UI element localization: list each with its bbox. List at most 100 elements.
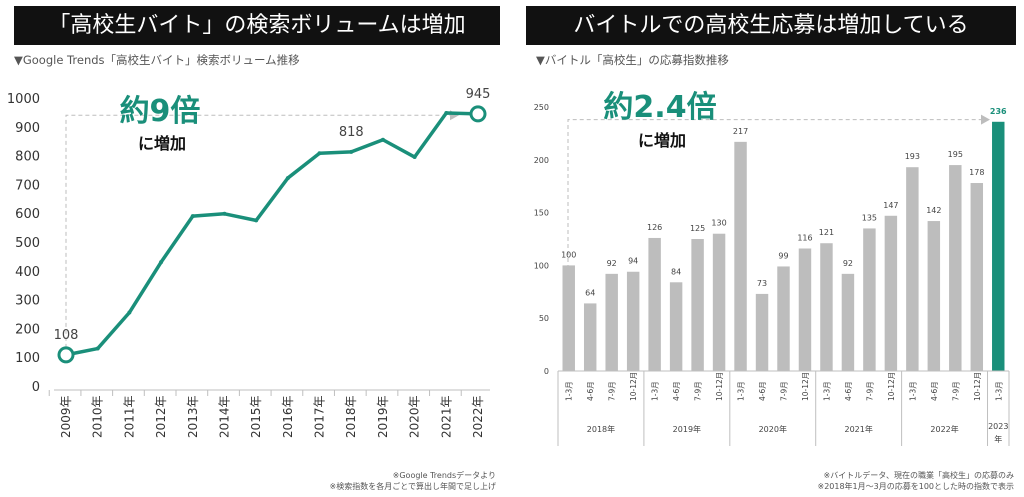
data-point xyxy=(190,214,195,219)
right-title: バイトルでの高校生応募は増加している xyxy=(526,6,1016,45)
bar-value-label: 193 xyxy=(905,152,920,161)
bar xyxy=(691,239,704,371)
y-tick-label: 300 xyxy=(15,294,40,309)
bar xyxy=(798,248,812,371)
growth-callout: 約9倍 xyxy=(120,94,201,129)
left-note-2: ※検索指数を各月ごとで算出し年間で足し上げ xyxy=(329,482,496,491)
bar-value-label: 99 xyxy=(778,251,788,260)
bar-value-label: 73 xyxy=(757,279,767,288)
x-tick-label: 1-3月 xyxy=(737,381,746,401)
data-point xyxy=(127,310,132,315)
y-tick-label: 900 xyxy=(15,121,40,136)
x-tick-label: 2012年 xyxy=(154,395,168,438)
reference-dashed-line xyxy=(65,114,450,355)
bar-value-label: 142 xyxy=(926,206,941,215)
x-tick-label: 2011年 xyxy=(122,395,136,438)
reference-dashed-line xyxy=(567,119,981,276)
bar xyxy=(970,183,984,371)
bar-value-label: 135 xyxy=(862,213,877,222)
group-label: 2020年 xyxy=(759,424,787,434)
group-label: 2018年 xyxy=(587,424,615,434)
bar-value-label: 121 xyxy=(819,228,834,237)
application-index-bar-chart: 0 50 100 150 200 250 100 1-3月 64 4-6月 92 7-9月 94 10-1… xyxy=(534,90,1010,446)
bar xyxy=(841,273,855,371)
y-tick-label: 100 xyxy=(15,351,40,366)
data-point xyxy=(159,260,164,265)
bar-value-label: 92 xyxy=(607,259,617,268)
right-note-2: ※2018年1月～3月の応募を100とした時の指数で表示 xyxy=(817,482,1014,491)
group-label: 2022年 xyxy=(930,424,958,434)
x-tick-label: 7-9月 xyxy=(608,381,617,401)
x-tick-label: 2022年 xyxy=(471,395,485,438)
x-tick-label: 2015年 xyxy=(249,395,263,438)
x-tick-label: 2009年 xyxy=(59,395,73,438)
right-panel: バイトルでの高校生応募は増加している ▼バイトル「高校生」の応募指数推移 0 50… xyxy=(512,0,1024,497)
x-tick-label: 7-9月 xyxy=(951,381,960,401)
bar xyxy=(949,165,962,371)
x-tick-label: 7-9月 xyxy=(694,381,703,401)
bar xyxy=(906,167,919,371)
bar xyxy=(755,293,769,371)
data-point xyxy=(95,346,100,351)
left-panel: 「高校生バイト」の検索ボリュームは増加 ▼Google Trends「高校生バイ… xyxy=(7,6,500,491)
y-tick-label: 500 xyxy=(15,236,40,251)
x-tick-label: 1-3月 xyxy=(565,381,574,401)
x-tick-label: 10-12月 xyxy=(801,372,810,401)
bar-value-label: 92 xyxy=(843,259,853,268)
data-point xyxy=(349,149,354,154)
bar xyxy=(669,282,683,371)
bar-value-label: 116 xyxy=(797,234,812,243)
bar-value-label: 147 xyxy=(883,201,898,210)
y-tick-label: 1000 xyxy=(7,92,40,107)
bar xyxy=(605,273,618,371)
x-tick-label: 4-6月 xyxy=(930,381,939,401)
y-tick-label: 50 xyxy=(539,314,549,323)
bar-value-label: 100 xyxy=(561,250,576,259)
x-tick-label: 2017年 xyxy=(313,395,327,438)
data-point xyxy=(317,151,322,156)
left-note-1: ※Google Trendsデータより xyxy=(392,471,496,480)
y-tick-label: 600 xyxy=(15,207,40,222)
x-tick-label: 2019年 xyxy=(376,395,390,438)
x-tick-label: 4-6月 xyxy=(672,381,681,401)
x-tick-label: 10-12月 xyxy=(973,372,982,401)
x-tick-label: 2018年 xyxy=(344,395,358,438)
x-tick-label: 4-6月 xyxy=(758,381,767,401)
x-tick-label: 10-12月 xyxy=(715,372,724,401)
y-tick-label: 150 xyxy=(534,209,549,218)
group-label: 2019年 xyxy=(673,424,701,434)
bar-value-label: 94 xyxy=(628,257,638,266)
x-tick-label: 2021年 xyxy=(439,395,453,438)
bar-value-label: 125 xyxy=(690,224,705,233)
data-label: 945 xyxy=(466,87,491,102)
bar xyxy=(734,141,747,371)
x-tick-label: 4-6月 xyxy=(586,381,595,401)
data-label: 818 xyxy=(339,125,364,140)
group-label: 2023 年 xyxy=(988,422,1008,444)
bar-value-label: 130 xyxy=(711,219,726,228)
bar-value-label: 236 xyxy=(990,107,1007,116)
bar xyxy=(884,215,898,371)
x-tick-label: 2014年 xyxy=(217,395,231,438)
group-label: 2021年 xyxy=(844,424,872,434)
bar xyxy=(820,243,833,371)
data-point xyxy=(254,218,259,223)
y-tick-label: 0 xyxy=(544,367,549,376)
bar-value-label: 126 xyxy=(647,223,662,232)
right-note-1: ※バイトルデータ、現在の職業「高校生」の応募のみ xyxy=(823,471,1014,480)
growth-callout-sub: に増加 xyxy=(638,131,686,150)
bar xyxy=(927,221,941,371)
bar xyxy=(648,237,661,371)
x-tick-label: 1-3月 xyxy=(994,381,1003,401)
x-tick-label: 2020年 xyxy=(408,395,422,438)
y-tick-label: 250 xyxy=(534,103,549,112)
search-volume-line-chart: 0 100 200 300 400 500 600 700 800 900 1000 2009年 201… xyxy=(7,87,491,438)
y-tick-label: 100 xyxy=(534,261,549,270)
bar-value-label: 84 xyxy=(671,267,681,276)
x-tick-label: 2013年 xyxy=(186,395,200,438)
x-tick-label: 2016年 xyxy=(281,395,295,438)
bar-value-label: 195 xyxy=(948,150,963,159)
data-label: 108 xyxy=(54,328,79,343)
data-point xyxy=(469,105,487,123)
y-tick-label: 400 xyxy=(15,265,40,280)
